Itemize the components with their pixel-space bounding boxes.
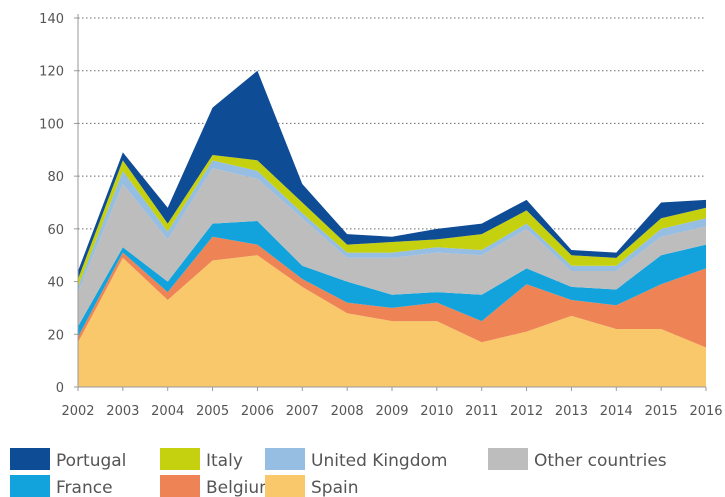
x-tick-label-2006: 2006 [241, 404, 274, 419]
axes [74, 14, 707, 391]
legend-label-other-countries: Other countries [534, 451, 667, 471]
legend-swatch-italy [160, 448, 200, 470]
legend-label-portugal: Portugal [56, 451, 126, 471]
legend-item-spain: Spain [265, 475, 359, 497]
legend-label-france: France [56, 478, 113, 497]
legend: Portugal Italy United Kingdom Other countri… [10, 448, 667, 497]
legend-item-united-kingdom: United Kingdom [265, 448, 447, 471]
legend-item-other-countries: Other countries [488, 448, 667, 471]
area-belgium [78, 236, 706, 348]
area-other-countries [78, 168, 706, 327]
y-tick-label-100: 100 [39, 117, 64, 132]
area-spain [78, 255, 706, 387]
x-tick-label-2003: 2003 [106, 404, 139, 419]
y-tick-labels: 0 20 40 60 80 100 120 140 [39, 12, 64, 396]
legend-label-spain: Spain [311, 478, 359, 497]
x-tick-label-2015: 2015 [645, 404, 678, 419]
x-tick-label-2011: 2011 [465, 404, 498, 419]
legend-item-italy: Italy [160, 448, 243, 471]
x-tick-label-2002: 2002 [61, 404, 94, 419]
legend-label-belgium: Belgium [206, 478, 276, 497]
x-tick-label-2010: 2010 [420, 404, 453, 419]
x-tick-label-2007: 2007 [286, 404, 319, 419]
y-tick-label-20: 20 [47, 328, 64, 343]
y-tick-label-120: 120 [39, 65, 64, 80]
y-tick-label-0: 0 [56, 381, 64, 396]
y-tick-label-140: 140 [39, 12, 64, 27]
legend-label-italy: Italy [206, 451, 243, 471]
x-tick-label-2009: 2009 [375, 404, 408, 419]
x-tick-label-2012: 2012 [510, 404, 543, 419]
x-tick-labels: 2002 2003 2004 2005 2006 2007 2008 2009 2010 2011… [61, 404, 722, 419]
y-tick-label-80: 80 [47, 170, 64, 185]
legend-swatch-other-countries [488, 448, 528, 470]
x-tick-label-2004: 2004 [151, 404, 184, 419]
x-tick-label-2013: 2013 [555, 404, 588, 419]
legend-swatch-france [10, 475, 50, 497]
y-tick-label-60: 60 [47, 223, 64, 238]
chart-areas [78, 70, 706, 387]
area-portugal [78, 70, 706, 279]
x-tick-label-2016: 2016 [689, 404, 722, 419]
legend-swatch-portugal [10, 448, 50, 470]
legend-item-portugal: Portugal [10, 448, 126, 471]
x-tick-label-2014: 2014 [600, 404, 633, 419]
legend-swatch-belgium [160, 475, 200, 497]
legend-item-belgium: Belgium [160, 475, 276, 497]
legend-item-france: France [10, 475, 113, 497]
y-tick-label-40: 40 [47, 276, 64, 291]
x-tick-label-2008: 2008 [331, 404, 364, 419]
x-tick-label-2005: 2005 [196, 404, 229, 419]
legend-swatch-united-kingdom [265, 448, 305, 470]
legend-swatch-spain [265, 475, 305, 497]
legend-label-united-kingdom: United Kingdom [311, 451, 447, 471]
